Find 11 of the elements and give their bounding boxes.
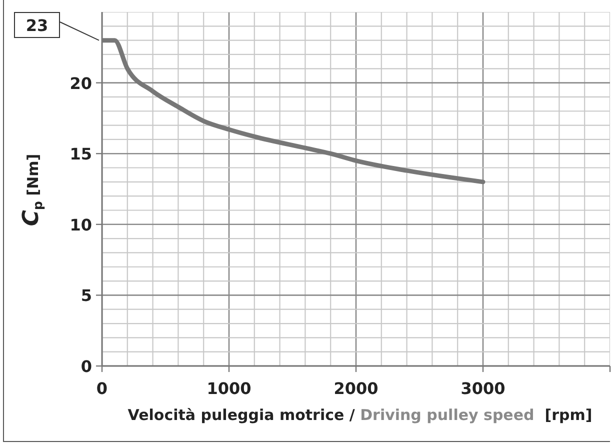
y-tick-label: 10 [70,215,92,234]
y-tick-label: 5 [80,286,92,306]
x-tick-label: 2000 [334,379,378,398]
annotation: 23 [14,12,60,38]
x-axis-title: Velocità puleggia motrice / Driving pulley speed [rpm] [128,406,592,424]
y-tick-label: 0 [80,357,92,376]
y-tick-label: 20 [70,74,92,93]
y-tick-label: 15 [70,144,92,164]
x-tick-label: 1000 [206,379,252,398]
x-tick-label: 0 [96,379,108,398]
x-tick-label: 3000 [460,379,506,398]
